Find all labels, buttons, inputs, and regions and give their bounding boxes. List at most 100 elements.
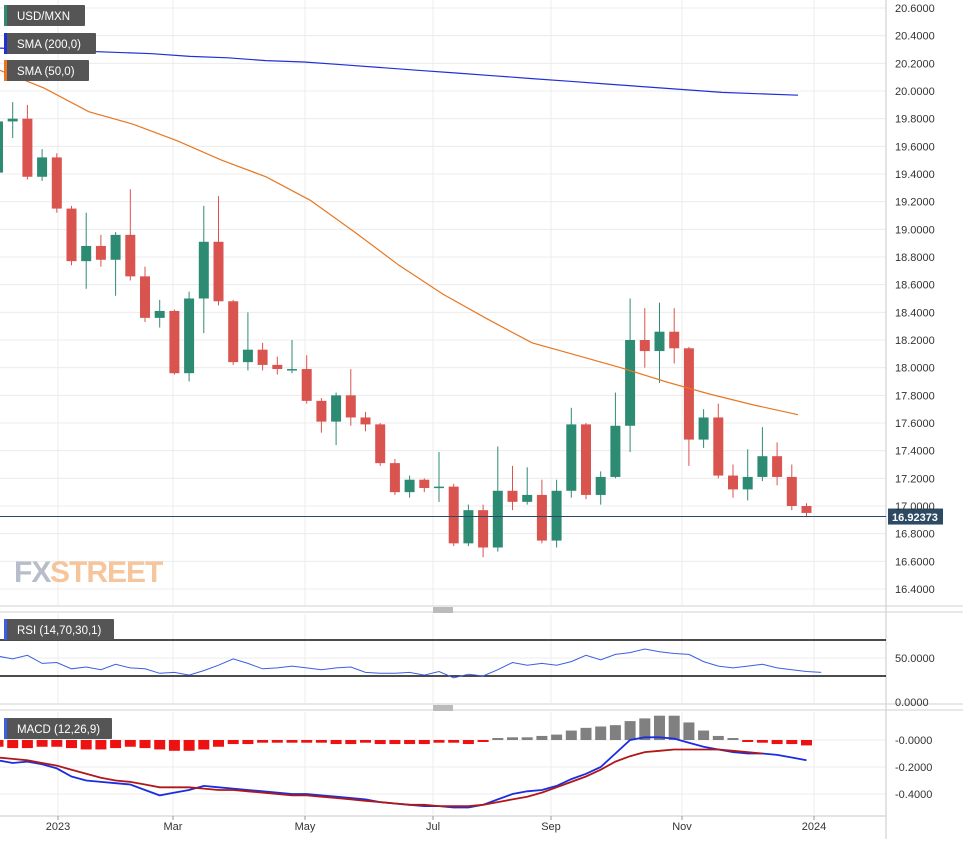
candle-down xyxy=(507,490,518,502)
legends: USD/MXN SMA (200,0) SMA (50,0) RSI (14,70,3… xyxy=(4,5,114,739)
macd-histogram-bar xyxy=(507,737,518,740)
macd-tick-label: -0.0000 xyxy=(895,735,932,747)
macd-histogram-bar xyxy=(7,740,19,749)
candle-up xyxy=(595,476,606,495)
legend-sma50-color-swatch xyxy=(4,60,7,81)
macd-histogram-bar xyxy=(95,740,107,750)
macd-pane xyxy=(0,715,812,809)
pane-resize-handles[interactable] xyxy=(433,607,453,711)
candle-up xyxy=(0,121,3,173)
rsi-tick-label: 0.0000 xyxy=(895,697,929,709)
candle-up xyxy=(698,417,709,440)
candle-down xyxy=(213,241,224,302)
price-tick-label: 20.4000 xyxy=(895,31,935,43)
x-tick-label: Jul xyxy=(426,821,440,833)
candle-down xyxy=(801,506,812,513)
macd-histogram-bar xyxy=(389,740,401,745)
macd-tick-label: -0.2000 xyxy=(895,762,932,774)
legend-sma200-color-swatch xyxy=(4,33,7,54)
candles xyxy=(0,102,812,558)
macd-histogram-bar xyxy=(551,734,563,740)
macd-histogram-bar xyxy=(580,727,592,740)
price-tick-label: 16.8000 xyxy=(895,529,935,541)
macd-histogram-bar xyxy=(198,740,210,750)
candle-down xyxy=(669,331,680,349)
candle-up xyxy=(566,424,577,491)
legend-symbol-label: USD/MXN xyxy=(17,11,70,23)
macd-histogram-bar xyxy=(668,715,680,740)
macd-histogram-bar xyxy=(492,738,504,740)
macd-histogram-bar xyxy=(345,740,357,745)
macd-histogram-bar xyxy=(654,715,665,740)
price-tick-label: 17.8000 xyxy=(895,390,935,402)
legend-sma200-bg[interactable] xyxy=(4,33,96,54)
grid xyxy=(0,0,886,815)
last-price-label: 16.92373 xyxy=(892,512,938,524)
candle-down xyxy=(169,310,180,374)
candle-down xyxy=(478,510,489,548)
macd-histogram-bar xyxy=(683,722,695,740)
legend-macd-color-swatch xyxy=(4,718,7,739)
legend-sma50-label: SMA (50,0) xyxy=(17,66,75,78)
last-price-line: 16.92373 xyxy=(0,508,943,525)
x-tick-label: 2024 xyxy=(802,821,826,833)
candle-up xyxy=(404,479,415,493)
macd-histogram-bar xyxy=(154,740,166,750)
price-tick-label: 19.0000 xyxy=(895,224,935,236)
candle-down xyxy=(140,276,150,318)
macd-histogram-bar xyxy=(66,740,77,749)
macd-histogram-bar xyxy=(80,740,92,750)
candle-up xyxy=(757,456,768,477)
candle-down xyxy=(713,417,724,476)
macd-histogram-bar xyxy=(801,740,812,746)
candle-down xyxy=(125,234,136,277)
legend-sma50-bg[interactable] xyxy=(4,60,89,81)
macd-histogram-bar xyxy=(565,730,577,740)
candle-up xyxy=(654,331,665,352)
macd-histogram-bar xyxy=(124,740,136,747)
macd-histogram-bar xyxy=(242,740,254,745)
price-tick-label: 17.0000 xyxy=(895,501,935,513)
candle-up xyxy=(198,241,209,299)
price-tick-label: 17.4000 xyxy=(895,446,935,458)
price-tick-label: 18.2000 xyxy=(895,335,935,347)
macd-histogram-bar xyxy=(21,740,33,749)
x-axis-labels: 2023 Mar May Jul Sep Nov 2024 xyxy=(46,816,826,833)
legend-symbol-bg[interactable] xyxy=(4,5,85,26)
legend-macd-bg[interactable] xyxy=(4,718,112,739)
legend-rsi-bg[interactable] xyxy=(4,619,114,640)
candle-down xyxy=(772,456,783,477)
price-tick-label: 18.8000 xyxy=(895,252,935,264)
svg-text:STREET: STREET xyxy=(50,556,163,589)
macd-histogram-bar xyxy=(139,740,151,749)
svg-text:FX: FX xyxy=(14,556,51,589)
candle-up xyxy=(331,395,342,422)
x-tick-label: 2023 xyxy=(46,821,70,833)
candle-down xyxy=(22,118,33,177)
price-tick-label: 18.4000 xyxy=(895,307,935,319)
macd-histogram-bar xyxy=(521,737,533,740)
sma-line xyxy=(0,69,799,416)
candle-down xyxy=(345,395,356,418)
price-tick-label: 18.6000 xyxy=(895,280,935,292)
macd-histogram-bar xyxy=(227,740,239,745)
macd-histogram-bar xyxy=(110,740,122,749)
candle-up xyxy=(287,369,297,371)
macd-histogram-bar xyxy=(286,740,298,743)
legend-macd-label: MACD (12,26,9) xyxy=(17,724,100,736)
candle-up xyxy=(81,245,92,262)
macd-histogram-bar xyxy=(609,725,621,740)
candle-down xyxy=(786,476,797,506)
macd-histogram-bar xyxy=(595,726,607,740)
candle-down xyxy=(51,157,62,209)
macd-histogram-bar xyxy=(786,740,798,745)
price-tick-label: 19.4000 xyxy=(895,169,935,181)
macd-histogram-bar xyxy=(404,740,416,745)
last-price-tag xyxy=(888,508,943,525)
candle-up xyxy=(37,157,48,177)
candle-down xyxy=(389,463,400,493)
candle-down xyxy=(581,424,591,495)
candle-up xyxy=(463,510,474,544)
